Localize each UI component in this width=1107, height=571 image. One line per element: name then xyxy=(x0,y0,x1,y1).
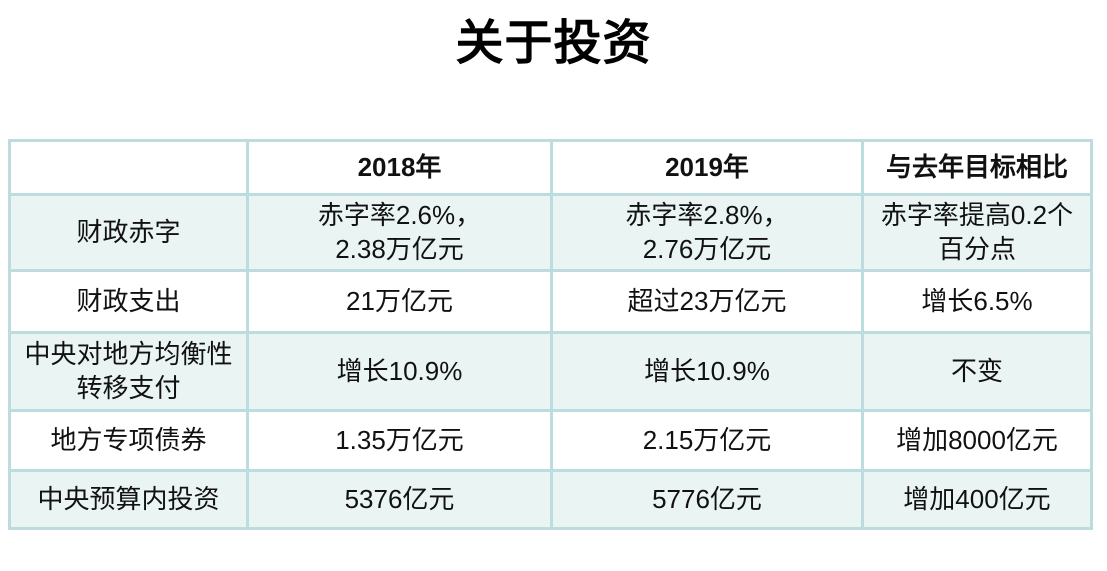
header-cell-vs-last-year-target: 与去年目标相比 xyxy=(861,139,1093,196)
cell-2019-value: 增长10.9% xyxy=(550,331,864,412)
header-cell-empty xyxy=(8,139,249,196)
table-row-fiscal-expenditure: 财政支出 21万亿元 超过23万亿元 增长6.5% xyxy=(8,269,1093,334)
header-cell-year-2018: 2018年 xyxy=(246,139,553,196)
table-row-equalization-transfer-payment: 中央对地方均衡性 转移支付 增长10.9% 增长10.9% 不变 xyxy=(8,331,1093,412)
header-row: 2018年 2019年 与去年目标相比 xyxy=(8,139,1093,196)
cell-2018-value: 21万亿元 xyxy=(246,269,553,334)
investment-table: 2018年 2019年 与去年目标相比 财政赤字 赤字率2.6%， 2.38万亿… xyxy=(8,139,1093,530)
cell-2019-value: 5776亿元 xyxy=(550,469,864,530)
table-row-fiscal-deficit: 财政赤字 赤字率2.6%， 2.38万亿元 赤字率2.8%， 2.76万亿元 赤… xyxy=(8,193,1093,272)
cell-vs-target-value: 赤字率提高0.2个 百分点 xyxy=(861,193,1093,272)
slide: 关于投资 2018年 2019年 与去年目标相比 财政赤字 赤字率2.6%， 2… xyxy=(0,14,1107,530)
cell-2019-value: 超过23万亿元 xyxy=(550,269,864,334)
cell-vs-target-value: 增加400亿元 xyxy=(861,469,1093,530)
row-label: 地方专项债券 xyxy=(8,409,249,472)
row-label: 中央对地方均衡性 转移支付 xyxy=(8,331,249,412)
row-label: 财政赤字 xyxy=(8,193,249,272)
table-row-local-special-bonds: 地方专项债券 1.35万亿元 2.15万亿元 增加8000亿元 xyxy=(8,409,1093,472)
cell-2018-value: 赤字率2.6%， 2.38万亿元 xyxy=(246,193,553,272)
header-cell-year-2019: 2019年 xyxy=(550,139,864,196)
cell-vs-target-value: 不变 xyxy=(861,331,1093,412)
slide-title: 关于投资 xyxy=(455,17,652,70)
table-row-central-budget-investment: 中央预算内投资 5376亿元 5776亿元 增加400亿元 xyxy=(8,469,1093,530)
cell-vs-target-value: 增加8000亿元 xyxy=(861,409,1093,472)
row-label: 中央预算内投资 xyxy=(8,469,249,530)
row-label: 财政支出 xyxy=(8,269,249,334)
cell-vs-target-value: 增长6.5% xyxy=(861,269,1093,334)
cell-2018-value: 增长10.9% xyxy=(246,331,553,412)
cell-2019-value: 2.15万亿元 xyxy=(550,409,864,472)
cell-2018-value: 1.35万亿元 xyxy=(246,409,553,472)
cell-2018-value: 5376亿元 xyxy=(246,469,553,530)
cell-2019-value: 赤字率2.8%， 2.76万亿元 xyxy=(550,193,864,272)
